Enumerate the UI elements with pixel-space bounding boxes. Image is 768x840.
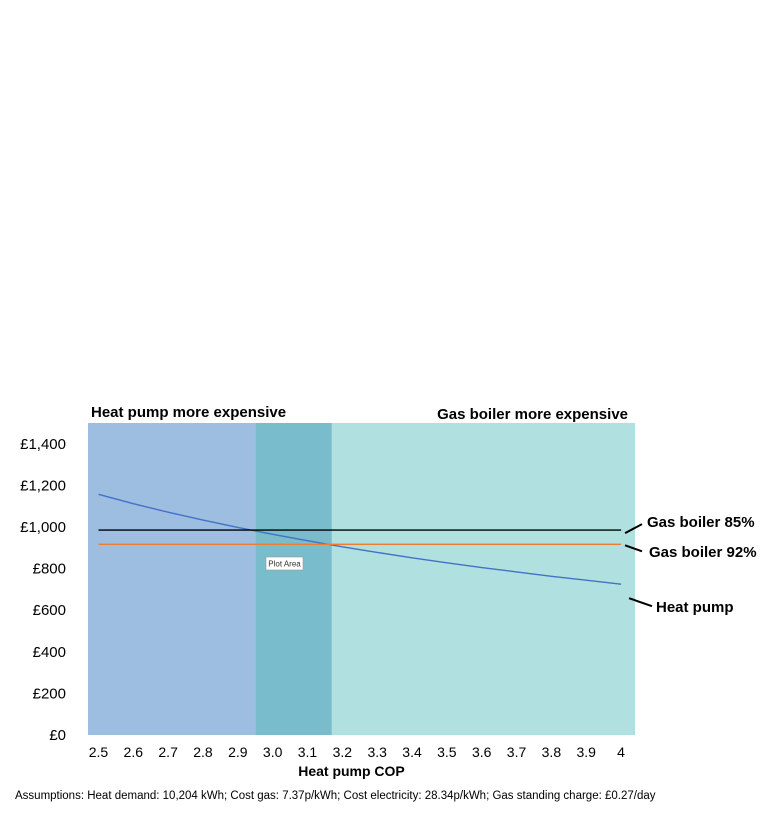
x-tick-label: 3.4	[402, 744, 422, 760]
y-tick-label: £400	[33, 644, 66, 661]
plot-area-tooltip: Plot Area	[265, 556, 304, 571]
x-tick-label: 3.6	[472, 744, 492, 760]
leader-line-1	[624, 523, 643, 535]
y-tick-label: £0	[49, 727, 66, 744]
region-label-heat-pump-more-expensive: Heat pump more expensive	[91, 404, 286, 421]
x-tick-label: 2.6	[124, 744, 144, 760]
y-tick-label: £600	[33, 602, 66, 619]
x-axis-label: Heat pump COP	[298, 763, 405, 779]
x-tick-label: 3.8	[542, 744, 562, 760]
x-tick-label: 3.2	[333, 744, 353, 760]
x-tick-label: 3.3	[367, 744, 387, 760]
region-2	[331, 423, 635, 735]
chart-labels: Heat pump more expensive Gas boiler more …	[91, 404, 757, 616]
region-label-gas-boiler-more-expensive: Gas boiler more expensive	[437, 406, 628, 423]
region-0	[88, 423, 256, 735]
x-tick-label: 2.7	[158, 744, 178, 760]
x-axis-ticks: 2.5 2.6 2.7 2.8 2.9 3.0 3.1 3.2 3.3 3.4 3.5 3.6 3.7 3…	[89, 744, 625, 760]
y-tick-label: £800	[33, 561, 66, 578]
x-tick-label: 2.9	[228, 744, 248, 760]
y-tick-label: £1,400	[20, 436, 66, 453]
y-tick-label: £1,200	[20, 477, 66, 494]
y-axis-ticks: £0 £200 £400 £600 £800 £1,000 £1,200 £1,400	[20, 436, 66, 744]
x-tick-label: 3.1	[298, 744, 318, 760]
leader-line-2	[624, 544, 643, 553]
region-1	[255, 423, 332, 735]
x-tick-label: 3.5	[437, 744, 457, 760]
y-tick-label: £200	[33, 685, 66, 702]
shaded-regions	[88, 423, 635, 735]
series-label-2: Gas boiler 92%	[649, 544, 757, 561]
x-tick-label: 4	[617, 744, 625, 760]
x-tick-label: 3.9	[576, 744, 596, 760]
x-tick-label: 3.7	[507, 744, 527, 760]
y-tick-label: £1,000	[20, 519, 66, 536]
series-label-1: Gas boiler 85%	[647, 514, 755, 531]
leader-line-0	[628, 597, 653, 608]
assumptions-note: Assumptions: Heat demand: 10,204 kWh; Co…	[15, 790, 656, 802]
x-tick-label: 2.8	[193, 744, 213, 760]
tooltip-box	[265, 556, 304, 571]
series-line-0	[98, 493, 622, 585]
series-label-0: Heat pump	[656, 599, 734, 616]
x-tick-label: 2.5	[89, 744, 109, 760]
tooltip-text: Plot Area	[268, 560, 301, 569]
series-lines	[98, 493, 622, 585]
x-tick-label: 3.0	[263, 744, 283, 760]
